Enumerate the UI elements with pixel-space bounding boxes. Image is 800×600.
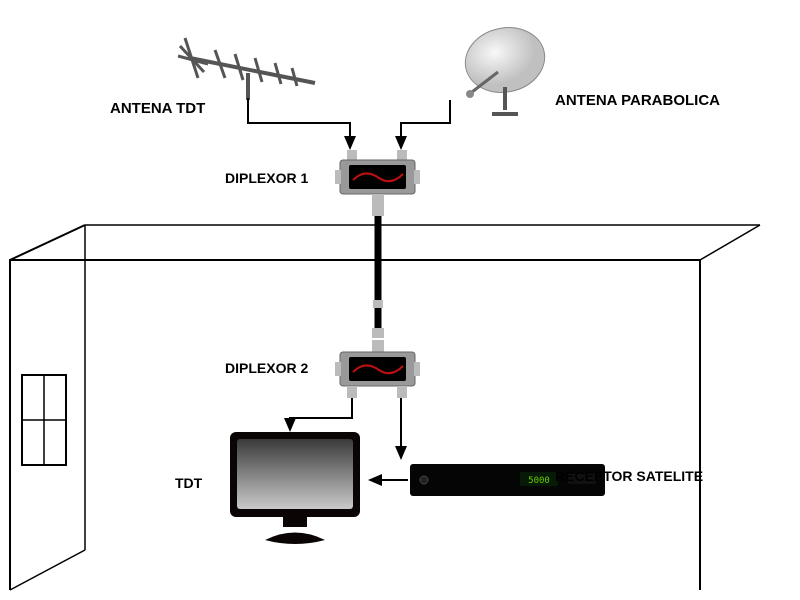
satellite-dish-icon xyxy=(450,22,560,122)
connections xyxy=(0,0,800,600)
antenna-tdt-icon xyxy=(170,28,340,108)
label-tdt: TDT xyxy=(175,475,202,491)
svg-text:5000: 5000 xyxy=(528,476,550,486)
label-diplexor2: DIPLEXOR 2 xyxy=(225,360,308,376)
diplexor-2 xyxy=(335,340,425,405)
tv-monitor xyxy=(225,430,370,555)
label-antenna-parabolica: ANTENA PARABOLICA xyxy=(555,92,720,109)
label-diplexor1: DIPLEXOR 1 xyxy=(225,170,308,186)
diplexor-1 xyxy=(335,150,425,215)
room-outline xyxy=(0,0,800,600)
label-receptor: RECEPTOR SATELITE xyxy=(555,468,703,484)
label-antenna-tdt: ANTENA TDT xyxy=(110,100,205,117)
